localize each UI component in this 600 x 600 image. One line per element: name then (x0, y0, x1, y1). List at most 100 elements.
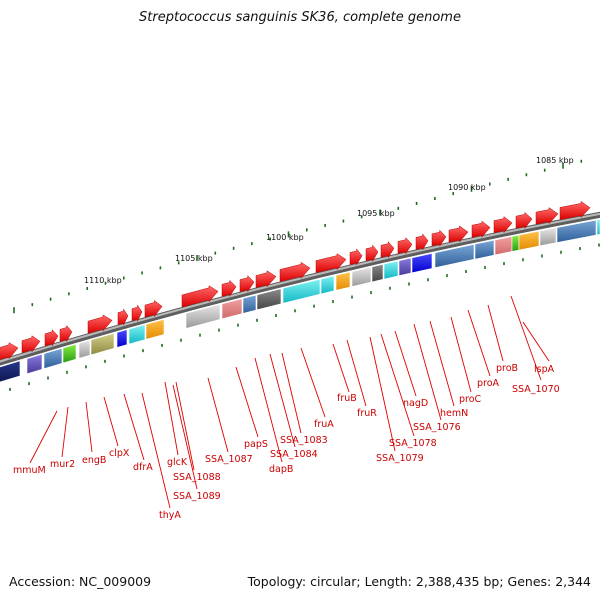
gene-label-SSA_1088: SSA_1088 (173, 472, 221, 483)
gene-label-papS: papS (244, 439, 268, 450)
cog-segment (26, 353, 43, 375)
scale-labels: 1085 kbp 1090 kbp 1095 kbp 1100 kbp 1105… (84, 156, 574, 285)
gene-label-proA: proA (477, 378, 500, 389)
callout-line (281, 352, 302, 434)
callout-line (413, 323, 442, 421)
cog-segment (351, 266, 372, 287)
gene-arrow-forward (349, 248, 363, 266)
callout-line (61, 406, 69, 458)
gene-label-SSA_1079: SSA_1079 (376, 453, 424, 464)
callout-line (269, 353, 296, 448)
cog-segment (43, 347, 63, 370)
gene-label-SSA_1083: SSA_1083 (280, 435, 328, 446)
callout-line (394, 330, 417, 397)
cog-segment (335, 271, 351, 291)
cog-segment (242, 294, 257, 314)
gene-label-thyA: thyA (159, 510, 181, 521)
callout-line (300, 347, 326, 418)
gene-arrow-forward (415, 233, 429, 251)
cog-segment (371, 263, 384, 283)
gene-arrow-forward (471, 220, 491, 238)
gene-arrow-forward (255, 270, 277, 288)
gene-arrow-forward (535, 207, 559, 225)
scale-label-1110: 1110 kbp (84, 276, 122, 285)
cog-segment (282, 278, 321, 304)
gene-label-hemN: hemN (440, 408, 468, 419)
cog-segment (185, 303, 221, 329)
cog-segment (221, 298, 243, 320)
gene-label-SSA_1078: SSA_1078 (389, 438, 437, 449)
gene-label-mur2: mur2 (50, 459, 75, 470)
callout-line (254, 357, 283, 463)
gene-label-glcK: glcK (167, 457, 188, 468)
gene-arrow-forward (365, 244, 379, 263)
callout-line (207, 377, 229, 453)
gene-label-engB: engB (82, 455, 106, 466)
scale-label-1095: 1095 kbp (357, 209, 395, 218)
scale-label-1100: 1100 kbp (266, 233, 304, 242)
callout-line (346, 339, 367, 407)
gene-label-clpX: clpX (109, 448, 130, 459)
cog-segment (518, 230, 540, 251)
callout-line (487, 304, 504, 362)
gene-labels: lspA SSA_1070 proB proA proC hemN SSA_10… (13, 363, 560, 521)
gene-arrow-forward (131, 304, 143, 322)
cog-segment (411, 252, 433, 274)
cog-segment (494, 236, 513, 256)
gene-label-fruB: fruB (337, 393, 357, 404)
gene-label-SSA_1084: SSA_1084 (270, 449, 318, 460)
gene-label-SSA_1089: SSA_1089 (173, 491, 221, 502)
gene-arrow-forward (21, 335, 41, 354)
genome-summary-text: Topology: circular; Length: 2,388,435 bp… (247, 574, 591, 589)
callout-line (510, 295, 542, 381)
gene-arrow-forward (221, 279, 237, 298)
gene-callout-lines (29, 295, 550, 509)
callout-line (235, 366, 259, 438)
cog-segment (596, 219, 600, 236)
cog-segment (434, 243, 475, 269)
cog-segment (90, 332, 115, 356)
gene-label-SSA_1076: SSA_1076 (413, 422, 461, 433)
gene-label-lspA: lspA (534, 364, 555, 375)
gene-arrow-forward (239, 275, 255, 293)
gene-label-SSA_1070: SSA_1070 (512, 384, 560, 395)
gene-label-proB: proB (496, 363, 518, 374)
gene-label-nagD: nagD (403, 398, 428, 409)
callout-line (103, 396, 119, 447)
callout-line (522, 321, 550, 362)
gene-label-dfrA: dfrA (133, 462, 153, 473)
callout-line (369, 336, 396, 452)
cog-segment (539, 227, 557, 247)
gene-label-mmuM: mmuM (13, 465, 46, 476)
map-title: Streptococcus sanguinis SK36, complete g… (139, 10, 461, 25)
callout-line (429, 320, 455, 407)
callout-line (85, 401, 93, 453)
callout-line (175, 381, 195, 471)
gene-label-fruR: fruR (357, 408, 377, 419)
gene-label-SSA_1087: SSA_1087 (205, 454, 253, 465)
cog-segment (320, 275, 335, 295)
gene-label-dapB: dapB (269, 464, 293, 475)
cog-segment (383, 260, 399, 280)
cog-segment (511, 234, 520, 252)
cog-segment (556, 219, 597, 243)
cog-segment (78, 339, 91, 359)
callout-line (450, 316, 472, 393)
cog-segment (398, 257, 412, 277)
callout-line (29, 410, 58, 464)
callout-line (380, 333, 415, 437)
gene-arrow-forward (397, 237, 413, 255)
gene-arrow-forward (431, 229, 447, 248)
callout-line (164, 381, 179, 456)
cog-segment (128, 324, 146, 345)
gene-arrow-forward (59, 324, 73, 343)
callout-line (467, 309, 491, 377)
gene-arrow-forward (493, 216, 513, 234)
callout-line (172, 384, 198, 490)
scale-label-1105: 1105 kbp (175, 254, 213, 263)
gene-arrow-forward (448, 225, 469, 243)
gene-arrow-forward (117, 308, 129, 326)
cog-segment (62, 343, 77, 364)
cog-segment (256, 288, 282, 311)
forward-strand-genes (0, 200, 591, 360)
